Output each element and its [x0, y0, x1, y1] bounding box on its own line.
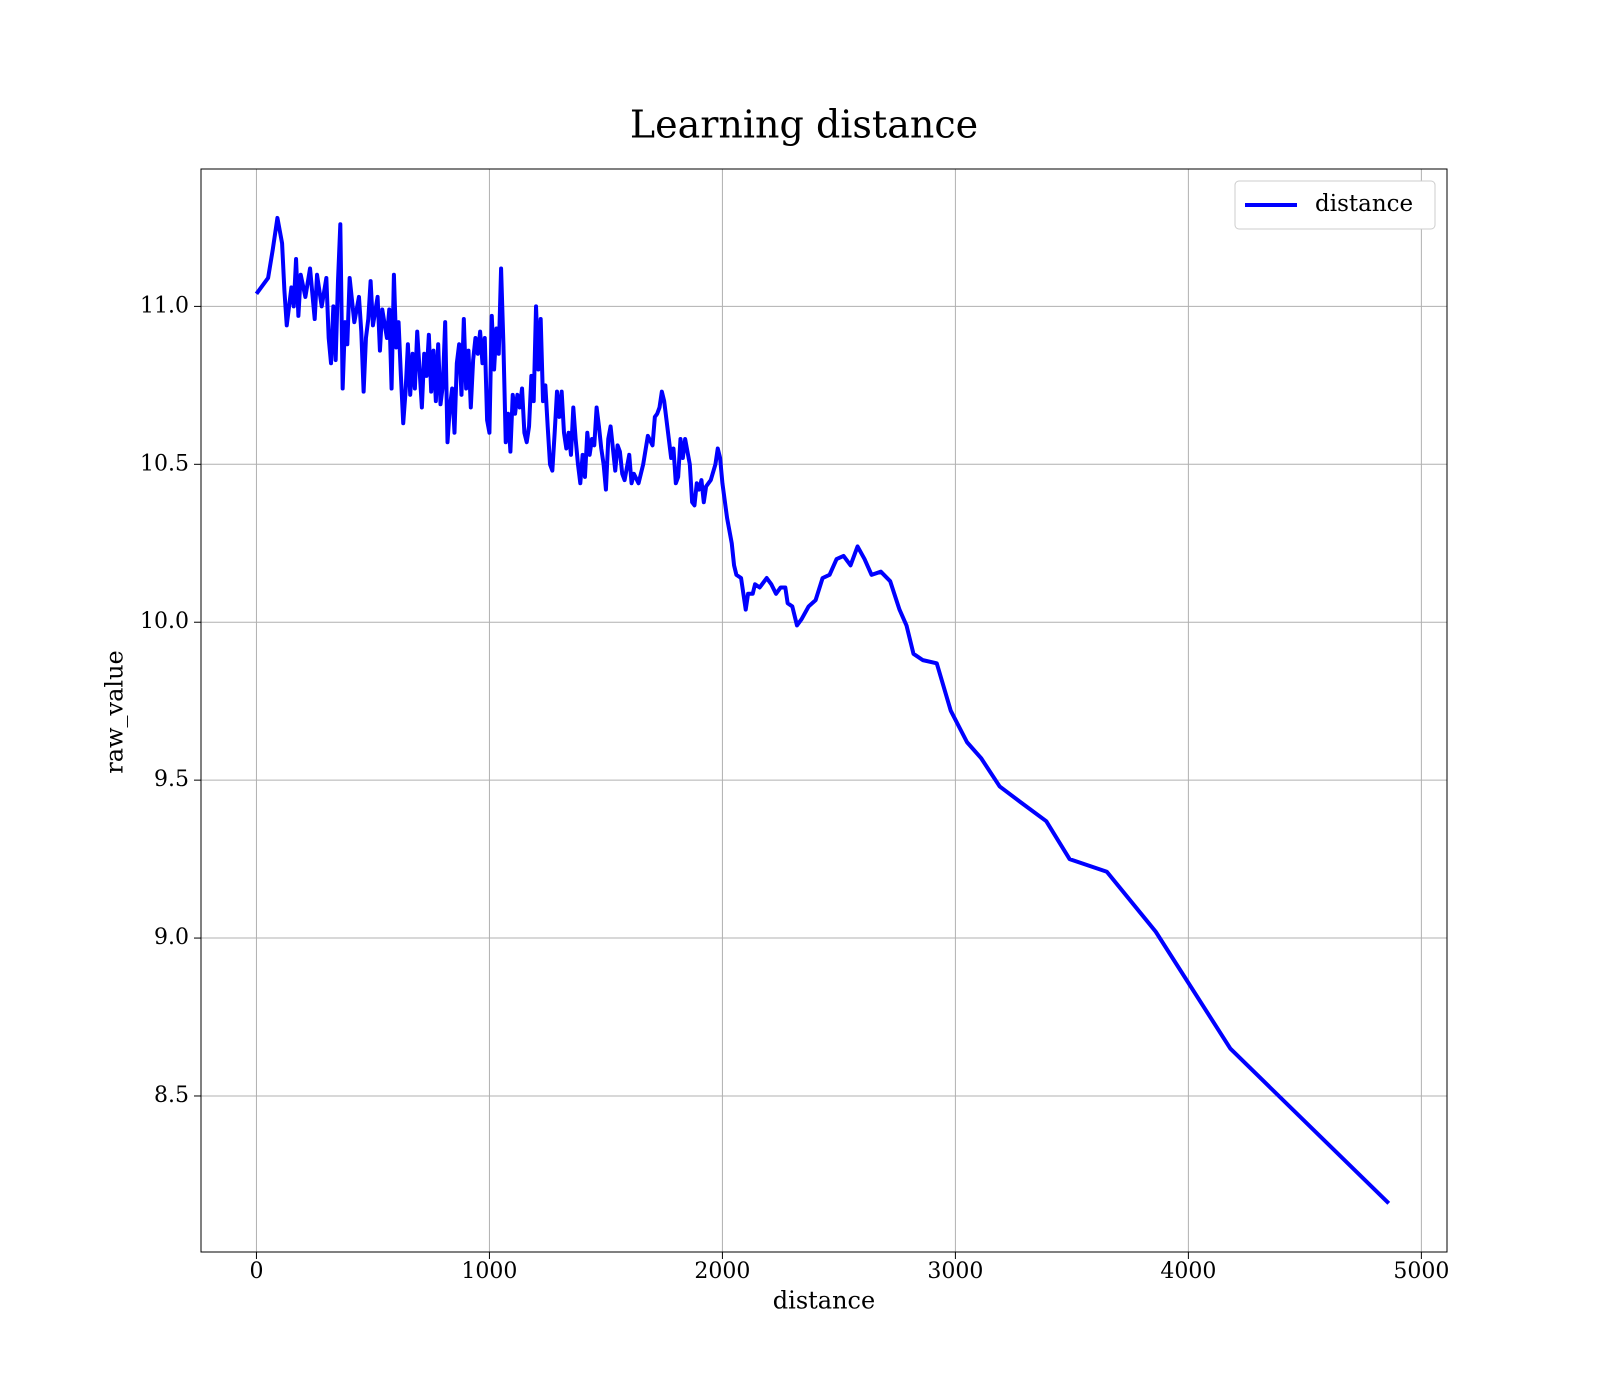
legend-box	[1234, 180, 1436, 230]
y-tick-label: 9.5	[154, 767, 189, 792]
y-tick-label: 8.5	[154, 1083, 189, 1108]
x-tick-label: 2000	[694, 1259, 750, 1284]
x-tick-label: 0	[249, 1259, 263, 1284]
data-line	[254, 215, 1391, 1205]
x-tick-label: 5000	[1393, 1259, 1449, 1284]
x-tick-label: 3000	[927, 1259, 983, 1284]
chart-title: Learning distance	[630, 103, 978, 147]
plot-frame	[200, 168, 1448, 1253]
y-tick-label: 10.0	[140, 609, 189, 634]
y-tick-label: 10.5	[140, 451, 189, 476]
y-tick-label: 9.0	[154, 925, 189, 950]
x-tick-label: 1000	[461, 1259, 517, 1284]
y-axis-label: raw_value	[101, 650, 129, 774]
y-tick-label: 11.0	[140, 293, 189, 318]
legend-label: distance	[1315, 191, 1413, 217]
x-tick-label: 4000	[1160, 1259, 1216, 1284]
x-axis-label: distance	[773, 1287, 875, 1315]
